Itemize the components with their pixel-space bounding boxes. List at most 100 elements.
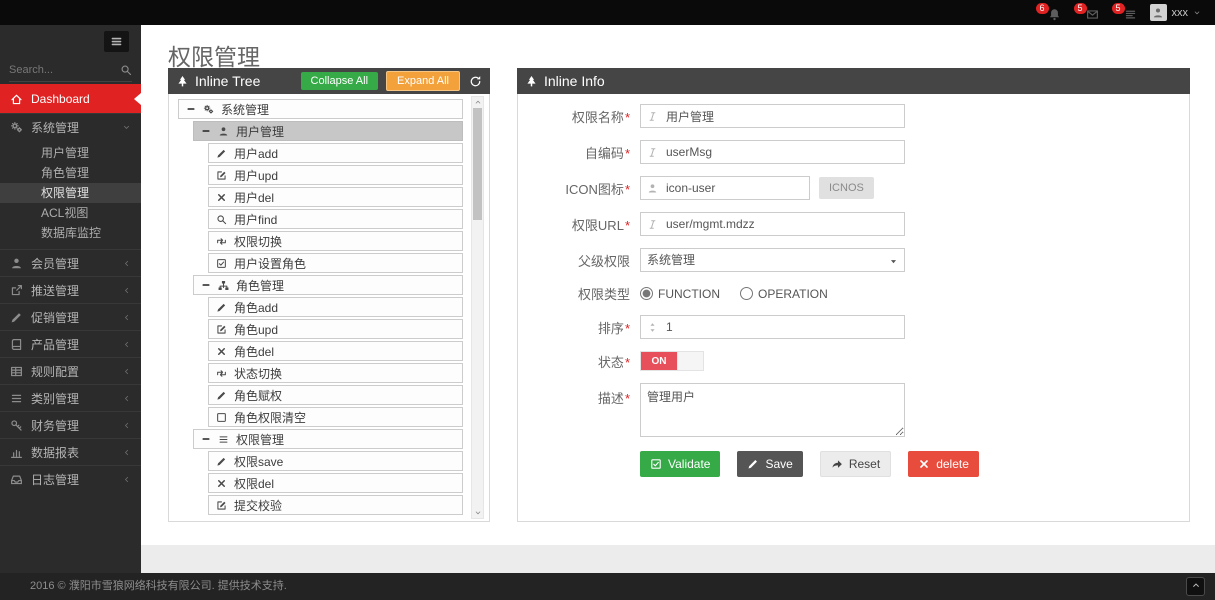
sidebar-item[interactable]: 类别管理 [0,384,141,411]
scrollbar-thumb[interactable] [473,108,482,220]
sidebar-item[interactable]: 日志管理 [0,465,141,492]
permission-type-option[interactable]: OPERATION [740,287,828,301]
form-row-name: 权限名称* [518,104,1189,128]
inline-tree-panel: Inline Tree Collapse All Expand All 系统管理… [168,68,490,522]
tree-node-label: 用户add [234,146,279,161]
tree-node[interactable]: 提交校验 [208,495,463,515]
chevron-left-icon [125,449,129,455]
sidebar-item[interactable]: 数据报表 [0,438,141,465]
tree-node[interactable]: 角色管理 [193,275,463,295]
tree-panel-header: Inline Tree Collapse All Expand All [168,68,490,94]
save-button[interactable]: Save [737,451,803,477]
sidebar-item[interactable]: 系统管理 [0,113,141,140]
sidebar-item[interactable]: Dashboard [0,84,141,113]
status-toggle[interactable]: ON [640,351,704,371]
tree-node[interactable]: 权限管理 [193,429,463,449]
icnos-button[interactable]: ICNOS [819,177,874,199]
field-label: 描述* [597,391,630,406]
search-icon [217,214,227,224]
list-icon [11,394,22,402]
tree-node-label: 角色管理 [236,278,285,293]
sidebar-item-label: 会员管理 [31,256,80,271]
tree-icon [527,75,536,86]
envelope-icon [1086,9,1098,19]
validate-button[interactable]: Validate [640,451,721,477]
tree-node[interactable]: 用户upd [208,165,463,185]
sidebar-item[interactable]: 推送管理 [0,276,141,303]
notification-item[interactable]: 6 [1035,2,1062,23]
tree-icon [176,75,189,88]
form-row-description: 描述* 管理用户 [518,383,1189,437]
info-panel-title: Inline Info [544,73,605,89]
tree-node[interactable]: 权限save [208,451,463,471]
italic-icon [647,219,658,230]
scrollbar-up-icon[interactable] [472,97,483,107]
gears-icon [203,104,214,114]
permission-url-input[interactable] [640,212,905,236]
field-label: ICON图标* [565,181,630,197]
tree-node[interactable]: 用户find [208,209,463,229]
notification-item[interactable]: 5 [1073,2,1100,23]
search-icon[interactable] [120,64,132,76]
sidebar-subitem[interactable]: 用户管理 [41,146,90,160]
delete-button[interactable]: delete [908,451,979,477]
sidebar-subitem[interactable]: 角色管理 [41,166,90,180]
permission-type-option[interactable]: FUNCTION [640,287,720,301]
tree-node[interactable]: 角色add [208,297,463,317]
tree-node[interactable]: 用户管理 [193,121,463,141]
tree-node[interactable]: 角色del [208,341,463,361]
user-menu[interactable]: xxx [1149,4,1202,21]
icon-input[interactable] [640,176,810,200]
sort-input[interactable] [640,315,905,339]
edit-icon [217,170,226,180]
tree-node[interactable]: 角色upd [208,319,463,339]
code-input[interactable] [640,140,905,164]
refresh-icon[interactable] [469,75,482,88]
tree-node-label: 用户管理 [236,124,285,139]
check-square-icon [217,258,226,268]
permission-name-input[interactable] [640,104,905,128]
tree-node[interactable]: 权限切换 [208,231,463,251]
tree-node[interactable]: 系统管理 [178,99,463,119]
tree-node[interactable]: 用户设置角色 [208,253,463,273]
sidebar-item[interactable]: 财务管理 [0,411,141,438]
description-textarea[interactable]: 管理用户 [640,383,905,437]
radio-input[interactable] [740,287,753,300]
sidebar-subitem[interactable]: ACL视图 [41,206,89,220]
pencil-icon [11,312,21,322]
sidebar-item-label: 数据报表 [31,445,80,460]
tree-node[interactable]: 状态切换 [208,363,463,383]
page-title: 权限管理 [168,44,260,70]
collapse-all-button[interactable]: Collapse All [300,72,379,90]
sidebar-item[interactable]: 规则配置 [0,357,141,384]
close-icon [217,479,226,487]
inline-info-panel: Inline Info 权限名称* 自编码* [517,68,1190,522]
retweet-icon [217,237,226,245]
sort-icon [650,323,655,332]
scrollbar-down-icon[interactable] [472,508,483,518]
tree-node[interactable]: 权限del [208,473,463,493]
sidebar-toggle-button[interactable] [104,31,129,52]
parent-permission-select[interactable]: 系统管理 [640,248,905,272]
scroll-top-button[interactable] [1186,577,1205,596]
expand-all-button[interactable]: Expand All [386,71,460,91]
chevron-up-icon [475,100,480,104]
search-icon [121,65,132,75]
form-row-actions: Validate Save Reset delete [518,449,1189,477]
reset-button[interactable]: Reset [819,451,892,477]
tree-node[interactable]: 用户add [208,143,463,163]
notification-item[interactable]: 5 [1111,2,1138,23]
sidebar-item[interactable]: 会员管理 [0,249,141,276]
tree-node[interactable]: 角色权限清空 [208,407,463,427]
tree-node[interactable]: 用户del [208,187,463,207]
search-input[interactable] [9,63,120,76]
tree-node[interactable]: 角色赋权 [208,385,463,405]
sidebar-subitem[interactable]: 数据库监控 [41,226,102,240]
radio-input[interactable] [640,287,653,300]
sidebar-item[interactable]: 产品管理 [0,330,141,357]
tree-scrollbar[interactable] [471,96,484,519]
topbar-notifications: 6 5 5 [1035,2,1138,23]
tasks-icon [1125,10,1135,18]
sidebar-subitem[interactable]: 权限管理 [0,183,141,203]
sidebar-item[interactable]: 促销管理 [0,303,141,330]
